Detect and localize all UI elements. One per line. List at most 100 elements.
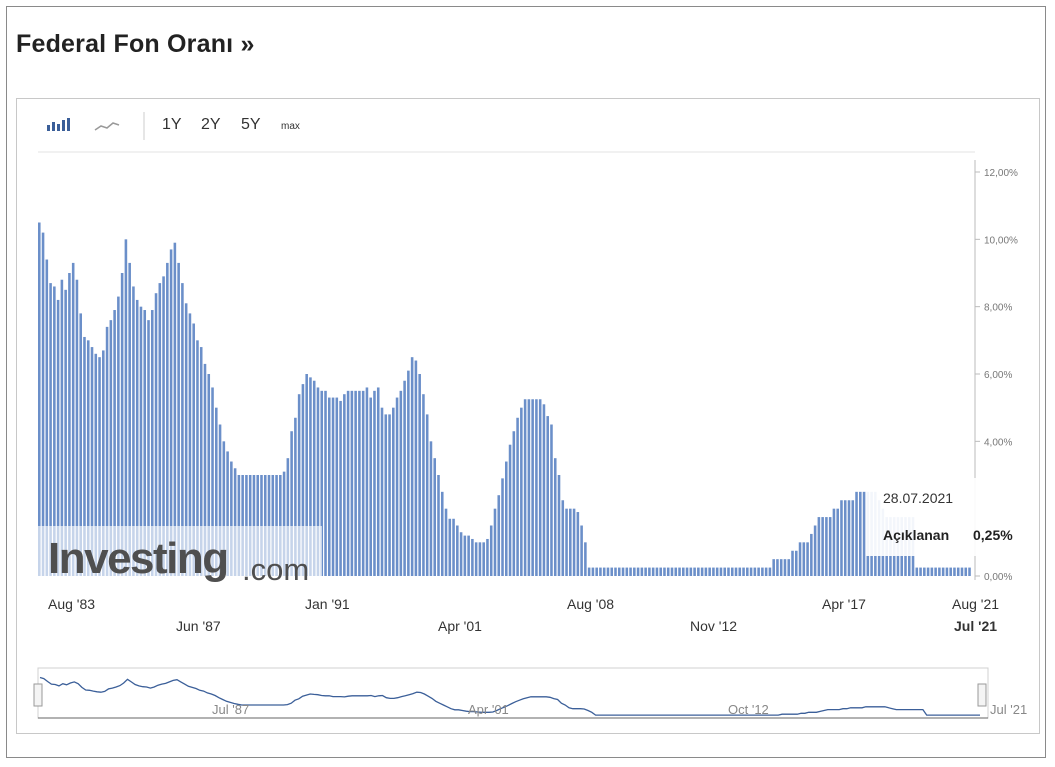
bar[interactable] (855, 491, 858, 576)
bar[interactable] (553, 458, 557, 576)
bar[interactable] (248, 475, 252, 576)
bar[interactable] (169, 249, 173, 576)
bar[interactable] (365, 387, 369, 576)
bar[interactable] (60, 279, 64, 576)
bar[interactable] (102, 350, 105, 576)
bar[interactable] (422, 394, 425, 576)
bar[interactable] (267, 475, 271, 576)
bar[interactable] (697, 567, 700, 576)
bar[interactable] (674, 567, 678, 576)
bar[interactable] (764, 567, 768, 576)
bar[interactable] (734, 567, 738, 576)
bar[interactable] (682, 567, 685, 576)
bar[interactable] (440, 491, 444, 576)
bar[interactable] (86, 340, 90, 576)
bar[interactable] (591, 567, 595, 576)
bar[interactable] (821, 517, 824, 576)
bar[interactable] (324, 390, 327, 576)
bar[interactable] (727, 567, 730, 576)
bar[interactable] (124, 239, 128, 576)
bar[interactable] (621, 567, 625, 576)
bar[interactable] (241, 475, 244, 576)
bar[interactable] (663, 567, 666, 576)
bar[interactable] (546, 416, 549, 576)
bar[interactable] (825, 517, 828, 576)
bar[interactable] (523, 399, 527, 576)
bar[interactable] (840, 500, 843, 576)
bar[interactable] (147, 320, 150, 576)
bar[interactable] (56, 299, 60, 576)
bar[interactable] (708, 567, 711, 576)
bar[interactable] (290, 431, 293, 576)
bar[interactable] (531, 399, 534, 576)
bar[interactable] (527, 399, 531, 576)
bar[interactable] (425, 414, 429, 576)
bar[interactable] (915, 567, 919, 576)
bar[interactable] (810, 533, 813, 576)
bar[interactable] (350, 390, 354, 576)
bar[interactable] (497, 495, 501, 576)
bar[interactable] (569, 508, 572, 576)
bar[interactable] (316, 387, 320, 576)
bar[interactable] (354, 390, 357, 576)
navigator-right-handle[interactable] (977, 683, 987, 707)
bar[interactable] (410, 357, 414, 576)
bar[interactable] (437, 475, 440, 576)
bar[interactable] (742, 567, 745, 576)
bar[interactable] (659, 567, 662, 576)
bar[interactable] (934, 567, 937, 576)
bar[interactable] (565, 508, 568, 576)
bar[interactable] (489, 525, 493, 577)
page-title[interactable]: Federal Fon Oranı » (16, 30, 255, 58)
bar[interactable] (678, 567, 681, 576)
bar[interactable] (361, 390, 365, 576)
bar[interactable] (666, 567, 670, 576)
bar[interactable] (68, 273, 71, 576)
bar[interactable] (414, 360, 418, 576)
bar[interactable] (320, 390, 324, 576)
bar[interactable] (471, 538, 474, 576)
bar[interactable] (584, 542, 587, 576)
bar[interactable] (956, 567, 960, 576)
bar[interactable] (757, 567, 760, 576)
bar[interactable] (832, 508, 836, 576)
bar[interactable] (199, 347, 203, 576)
bar[interactable] (859, 491, 862, 576)
bar[interactable] (851, 500, 855, 576)
bar[interactable] (105, 326, 109, 576)
bar[interactable] (162, 276, 165, 576)
bar[interactable] (403, 380, 406, 576)
bar[interactable] (75, 279, 79, 576)
bar[interactable] (704, 567, 708, 576)
bar[interactable] (617, 567, 621, 576)
bar[interactable] (949, 567, 952, 576)
bar[interactable] (407, 370, 410, 576)
bar[interactable] (279, 475, 282, 576)
bar[interactable] (493, 508, 497, 576)
bar[interactable] (215, 407, 218, 576)
bar[interactable] (685, 567, 689, 576)
bar[interactable] (83, 336, 86, 576)
bar[interactable] (98, 357, 101, 576)
bar[interactable] (177, 262, 180, 576)
bar[interactable] (53, 286, 56, 576)
bar[interactable] (512, 431, 516, 576)
bar[interactable] (587, 567, 591, 576)
bar[interactable] (651, 567, 655, 576)
bar[interactable] (640, 567, 644, 576)
bar[interactable] (154, 293, 158, 576)
bar[interactable] (429, 441, 433, 576)
navigator-left-handle[interactable] (33, 683, 43, 707)
bar[interactable] (222, 441, 226, 576)
bar[interactable] (207, 374, 211, 576)
bar[interactable] (715, 567, 719, 576)
bar[interactable] (557, 475, 561, 576)
bar[interactable] (117, 296, 120, 576)
bar[interactable] (508, 444, 512, 576)
bar[interactable] (388, 414, 391, 576)
bar[interactable] (275, 475, 278, 576)
bar[interactable] (294, 417, 297, 576)
navigator[interactable]: Jul '87 Apr '01 Oct '12 Jul '21 (33, 667, 1027, 719)
bar[interactable] (636, 567, 640, 576)
bar[interactable] (802, 542, 806, 576)
